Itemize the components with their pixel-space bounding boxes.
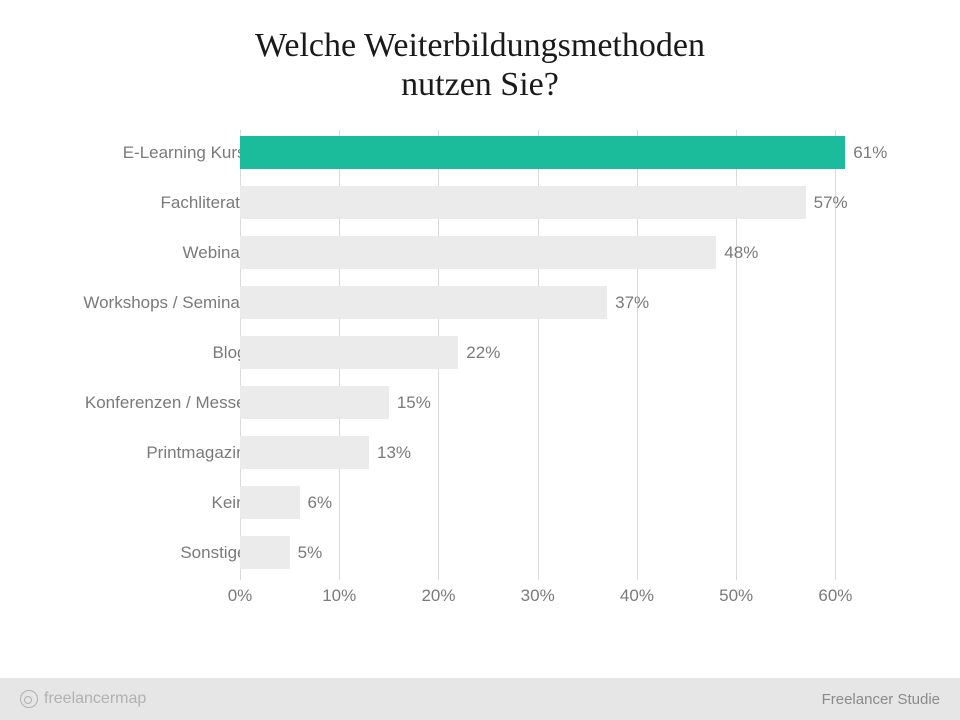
bar-label: Printmagazine [55,443,255,463]
bar-label: Keine [55,493,255,513]
bar-row: Webinare48% [40,236,910,269]
bar-value: 48% [724,243,758,263]
bar-row: Konferenzen / Messen15% [40,386,910,419]
bar: 5% [240,536,290,569]
bar-label: Konferenzen / Messen [55,393,255,413]
x-tick-label: 30% [521,586,555,606]
bar-value: 15% [397,393,431,413]
bar-value: 6% [308,493,333,513]
bar-row: Fachliteratur57% [40,186,910,219]
bar-label: Blogs [55,343,255,363]
bar: 57% [240,186,806,219]
bar-value: 61% [853,143,887,163]
footer-brand-text: freelancermap [44,690,146,708]
bar-row: Keine6% [40,486,910,519]
bar-value: 37% [615,293,649,313]
logo-icon [20,690,38,708]
x-tick-label: 20% [421,586,455,606]
bar-value: 57% [814,193,848,213]
x-tick-label: 40% [620,586,654,606]
bar-label: E-Learning Kurse [55,143,255,163]
bar-value: 5% [298,543,323,563]
bar-label: Fachliteratur [55,193,255,213]
bar-row: Sonstiges5% [40,536,910,569]
bar-label: Workshops / Seminare [55,293,255,313]
bar: 37% [240,286,607,319]
bar: 22% [240,336,458,369]
bar-row: E-Learning Kurse61% [40,136,910,169]
chart-area: E-Learning Kurse61%Fachliteratur57%Webin… [40,130,910,630]
bar-label: Webinare [55,243,255,263]
bar: 6% [240,486,300,519]
footer-source: Freelancer Studie [822,691,940,708]
footer-brand: freelancermap [20,690,146,708]
bar-label: Sonstiges [55,543,255,563]
x-tick-label: 50% [719,586,753,606]
bar: 48% [240,236,716,269]
x-tick-label: 60% [818,586,852,606]
bar-value: 13% [377,443,411,463]
bar-value: 22% [466,343,500,363]
bar-row: Blogs22% [40,336,910,369]
footer: freelancermap Freelancer Studie [0,678,960,720]
bar: 61% [240,136,845,169]
bar-row: Workshops / Seminare37% [40,286,910,319]
bar: 13% [240,436,369,469]
bar-row: Printmagazine13% [40,436,910,469]
x-tick-label: 0% [228,586,253,606]
chart-title-line1: Welche Weiterbildungsmethoden [255,27,705,64]
chart-title: Welche Weiterbildungsmethoden nutzen Sie… [0,0,960,104]
bar: 15% [240,386,389,419]
x-tick-label: 10% [322,586,356,606]
chart-title-line2: nutzen Sie? [401,66,559,103]
